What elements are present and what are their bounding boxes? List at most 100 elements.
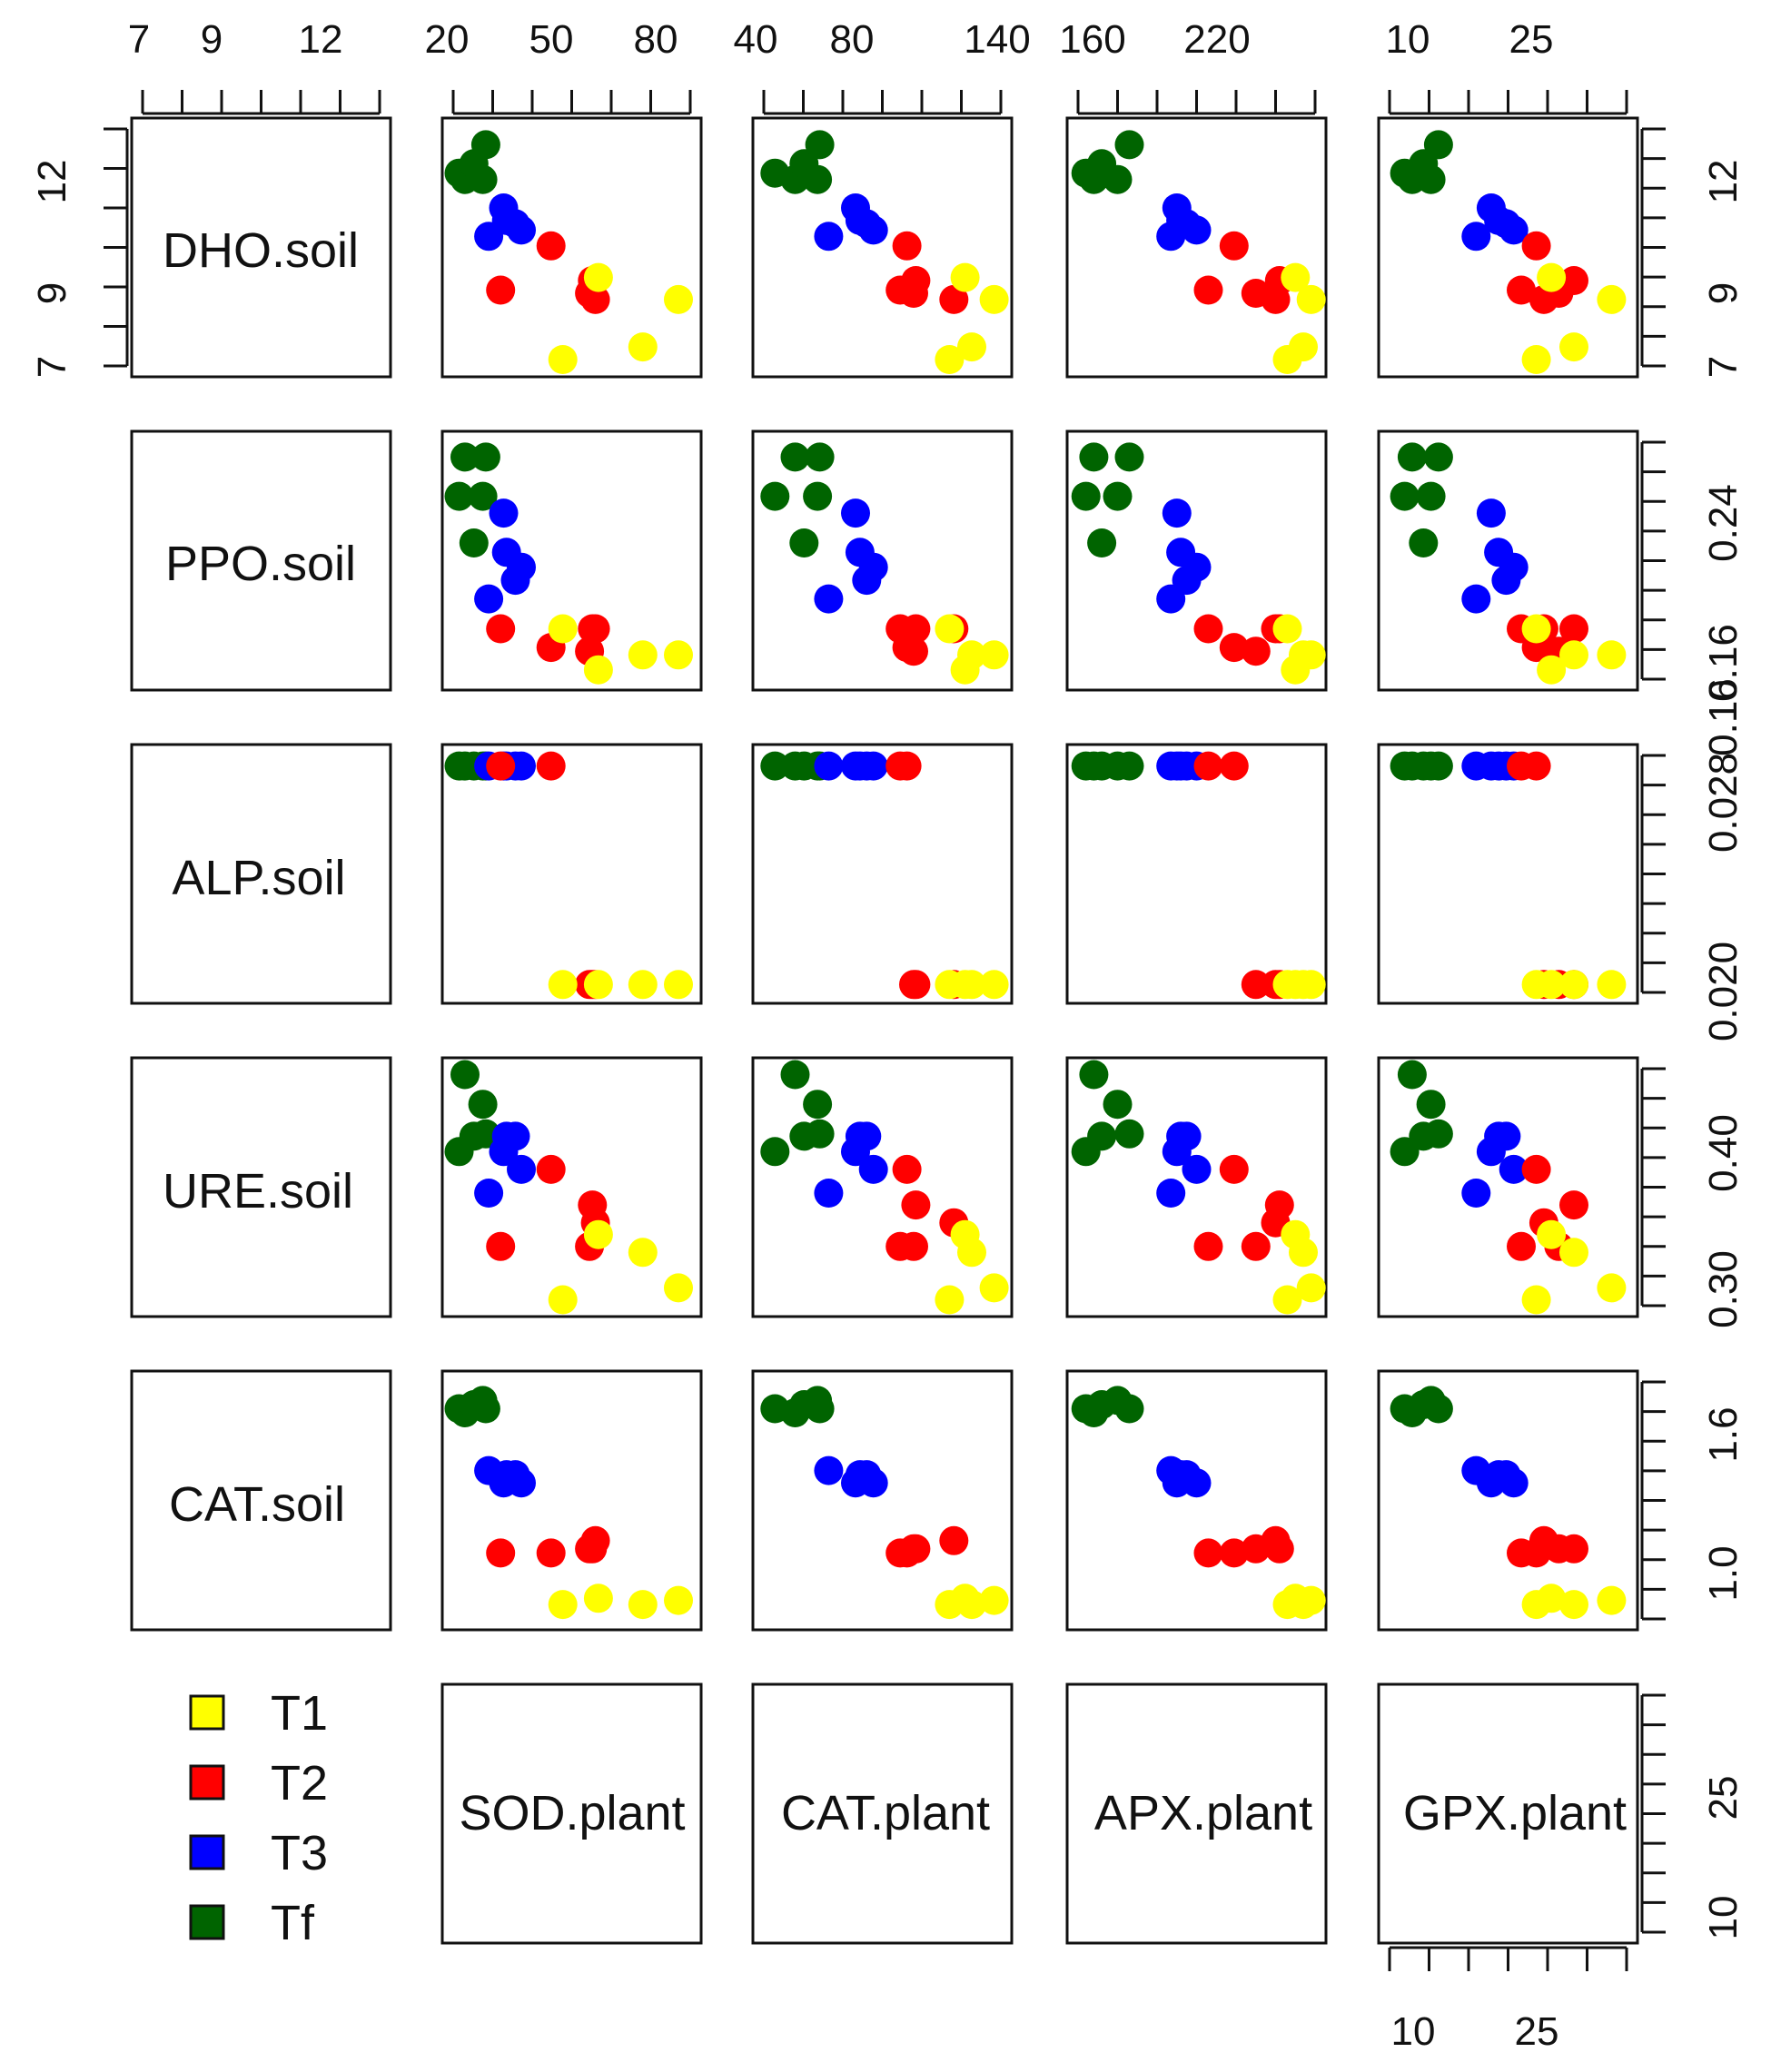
panel-frames (130, 116, 1639, 1945)
left-tick-label-dho-7: 7 (30, 356, 74, 378)
point-cat-soil-vs-cat-plant-t2-14 (939, 1525, 969, 1555)
panel-frame-r3-c2 (751, 1056, 1014, 1318)
point-dho-soil-vs-cat-plant-t1-15 (935, 345, 965, 374)
point-ppo-soil-vs-gpx-plant-tf-3 (1416, 481, 1446, 511)
right-tick-label-alp-0028: 0.028 (1701, 753, 1746, 853)
panel-frame-r3-c4 (1377, 1056, 1639, 1318)
point-dho-soil-vs-gpx-plant-t1-16 (1537, 262, 1567, 292)
legend-label-t3: T3 (271, 1826, 328, 1880)
point-ure-soil-vs-sod-plant-tf-1 (450, 1060, 480, 1090)
point-ppo-soil-vs-sod-plant-tf-0 (444, 481, 474, 511)
point-ppo-soil-vs-gpx-plant-t1-17 (1559, 640, 1588, 670)
top-tick-label-dho-7: 7 (128, 17, 150, 62)
point-ure-soil-vs-cat-plant-t1-17 (957, 1238, 986, 1268)
legend-swatch-t1 (189, 1694, 225, 1731)
point-dho-soil-vs-gpx-plant-t2-10 (1507, 275, 1536, 305)
panel-frame-r0-c4 (1377, 116, 1639, 379)
point-ppo-soil-vs-gpx-plant-t3-9 (1499, 552, 1529, 582)
point-ppo-soil-vs-gpx-plant-t1-16 (1537, 655, 1567, 685)
point-ure-soil-vs-gpx-plant-t3-8 (1491, 1121, 1521, 1151)
point-ppo-soil-vs-apx-plant-t2-11 (1219, 633, 1249, 663)
point-ure-soil-vs-apx-plant-t3-8 (1172, 1121, 1202, 1151)
top-tick-label-cat-80: 80 (830, 17, 875, 62)
point-ure-soil-vs-cat-plant-t1-15 (935, 1285, 965, 1315)
point-ppo-soil-vs-sod-plant-tf-1 (450, 442, 480, 472)
point-dho-soil-vs-sod-plant-t3-9 (507, 215, 536, 245)
top-tick-label-cat-40: 40 (734, 17, 778, 62)
point-ure-soil-vs-gpx-plant-tf-4 (1423, 1119, 1453, 1149)
point-alp-soil-vs-cat-plant-t3-9 (858, 751, 888, 781)
point-alp-soil-vs-gpx-plant-tf-4 (1423, 751, 1453, 781)
point-ure-soil-vs-cat-plant-tf-4 (805, 1119, 835, 1149)
point-ure-soil-vs-apx-plant-t1-15 (1272, 1285, 1302, 1315)
point-cat-soil-vs-sod-plant-t1-16 (583, 1584, 613, 1613)
point-ure-soil-vs-apx-plant-t1-18 (1296, 1273, 1326, 1303)
top-tick-label-sod-80: 80 (634, 17, 678, 62)
point-cat-soil-vs-apx-plant-t3-9 (1182, 1468, 1212, 1498)
panel-frame-r4-c1 (440, 1369, 703, 1632)
point-ure-soil-vs-apx-plant-tf-3 (1103, 1090, 1133, 1120)
point-ppo-soil-vs-cat-plant-tf-1 (780, 442, 810, 472)
point-dho-soil-vs-apx-plant-t1-16 (1281, 262, 1311, 292)
point-ppo-soil-vs-apx-plant-t1-15 (1272, 614, 1302, 644)
point-ppo-soil-vs-cat-plant-tf-0 (760, 481, 790, 511)
diag-label-dho-soil: DHO.soil (163, 223, 359, 278)
panel-frame-r5-c1 (440, 1682, 703, 1945)
point-dho-soil-vs-gpx-plant-t2-11 (1521, 231, 1551, 261)
point-alp-soil-vs-sod-plant-t2-11 (536, 751, 566, 781)
point-cat-soil-vs-gpx-plant-t2-14 (1529, 1525, 1558, 1555)
top-tick-label-apx-160: 160 (1059, 17, 1125, 62)
point-ppo-soil-vs-cat-plant-tf-3 (803, 481, 833, 511)
panel-frame-r1-c2 (751, 429, 1014, 692)
point-ppo-soil-vs-sod-plant-t1-15 (548, 614, 578, 644)
legend-label-t2: T2 (271, 1756, 328, 1811)
panel-frame-r0-c3 (1065, 116, 1328, 379)
point-alp-soil-vs-gpx-plant-t1-16 (1537, 970, 1567, 1000)
point-ure-soil-vs-gpx-plant-t1-16 (1537, 1219, 1567, 1249)
right-tick-label-dho-7: 7 (1701, 356, 1746, 378)
point-ure-soil-vs-gpx-plant-t1-15 (1521, 1285, 1551, 1315)
point-dho-soil-vs-apx-plant-t1-17 (1289, 332, 1318, 362)
axis-ticks (104, 90, 1666, 1971)
point-alp-soil-vs-apx-plant-t2-10 (1193, 751, 1223, 781)
point-dho-soil-vs-cat-plant-t3-9 (858, 215, 888, 245)
point-alp-soil-vs-sod-plant-t1-15 (548, 970, 578, 1000)
point-ure-soil-vs-cat-plant-t1-18 (979, 1273, 1009, 1303)
point-cat-soil-vs-apx-plant-t1-18 (1296, 1585, 1326, 1615)
point-ure-soil-vs-apx-plant-tf-1 (1079, 1060, 1109, 1090)
point-ure-soil-vs-gpx-plant-tf-3 (1416, 1090, 1446, 1120)
point-alp-soil-vs-cat-plant-t1-18 (979, 970, 1009, 1000)
point-ppo-soil-vs-cat-plant-t1-17 (957, 640, 986, 670)
diag-label-cat-plant: CAT.plant (781, 1786, 990, 1840)
top-tick-label-gpx-25: 25 (1509, 17, 1554, 62)
point-ppo-soil-vs-gpx-plant-tf-0 (1390, 481, 1420, 511)
point-cat-soil-vs-cat-plant-tf-4 (805, 1394, 835, 1424)
point-ppo-soil-vs-apx-plant-tf-4 (1114, 442, 1144, 472)
point-dho-soil-vs-gpx-plant-t1-15 (1521, 345, 1551, 374)
point-ure-soil-vs-gpx-plant-t2-13 (1559, 1190, 1588, 1220)
point-ppo-soil-vs-sod-plant-t3-5 (474, 584, 504, 614)
legend-label-tf: Tf (271, 1896, 315, 1950)
point-ppo-soil-vs-cat-plant-t3-5 (814, 584, 844, 614)
point-ppo-soil-vs-sod-plant-t1-17 (628, 640, 658, 670)
point-cat-soil-vs-gpx-plant-tf-4 (1423, 1394, 1453, 1424)
point-alp-soil-vs-sod-plant-t1-18 (664, 970, 693, 1000)
point-dho-soil-vs-apx-plant-t2-14 (1261, 284, 1291, 314)
point-ppo-soil-vs-gpx-plant-t1-18 (1597, 640, 1627, 670)
data-points (444, 130, 1627, 1620)
top-tick-label-gpx-10: 10 (1386, 17, 1430, 62)
panel-frame-r2-c2 (751, 743, 1014, 1005)
point-ppo-soil-vs-sod-plant-t3-9 (507, 552, 536, 582)
point-alp-soil-vs-cat-plant-t2-11 (892, 751, 922, 781)
diag-label-cat-soil: CAT.soil (169, 1477, 345, 1532)
point-cat-soil-vs-gpx-plant-t3-9 (1499, 1468, 1529, 1498)
diag-label-ure-soil: URE.soil (163, 1164, 353, 1219)
point-ure-soil-vs-gpx-plant-t2-10 (1507, 1231, 1536, 1261)
point-ppo-soil-vs-apx-plant-t3-9 (1182, 552, 1212, 582)
point-ure-soil-vs-apx-plant-tf-2 (1087, 1121, 1117, 1151)
right-tick-label-ure-040: 0.40 (1701, 1114, 1746, 1192)
point-dho-soil-vs-apx-plant-t2-11 (1219, 231, 1249, 261)
point-dho-soil-vs-apx-plant-tf-4 (1114, 130, 1144, 160)
point-dho-soil-vs-cat-plant-t1-16 (950, 262, 980, 292)
point-ppo-soil-vs-gpx-plant-tf-1 (1397, 442, 1427, 472)
